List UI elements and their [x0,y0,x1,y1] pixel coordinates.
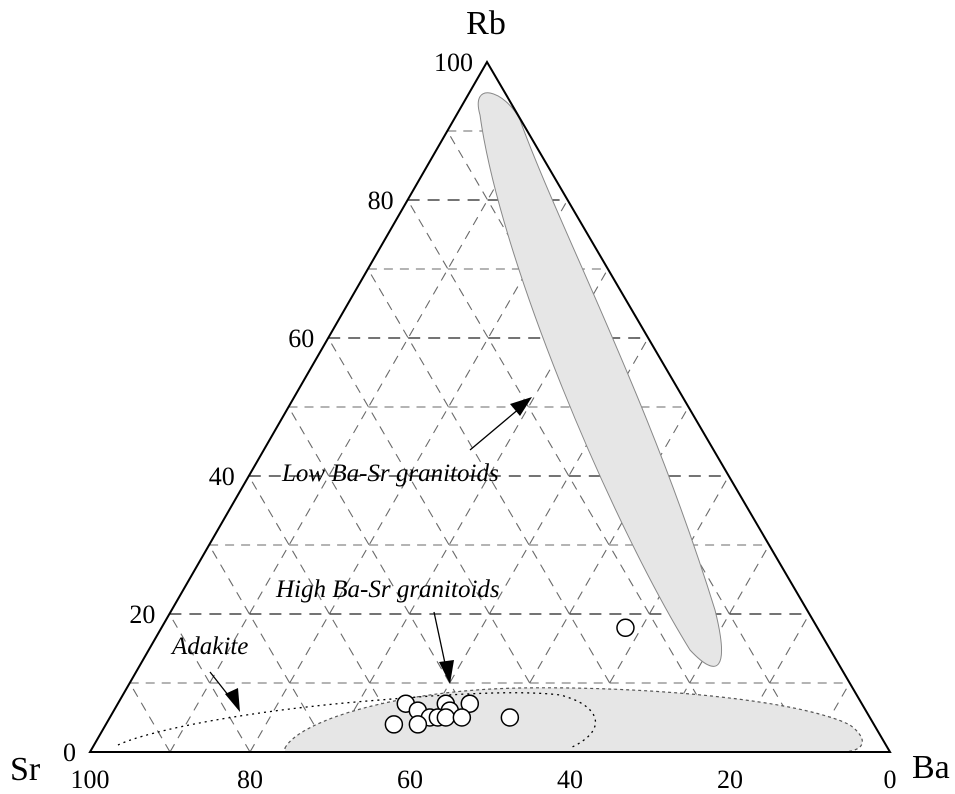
data-point [500,708,520,727]
grid-ba-80 [729,613,810,753]
high-ba-sr-field [284,687,863,753]
rb-tick-label: 40 [209,462,235,491]
triangle-frame [88,60,892,753]
rb-tick-label: 20 [129,600,155,629]
base-tick-label: 40 [557,765,583,794]
data-point [436,708,456,727]
base-tick-label: 20 [717,765,743,794]
data-point [616,618,635,638]
rb-tick-label: 80 [368,186,394,215]
triangle-outline [88,60,892,753]
base-tick-label: 60 [397,765,423,794]
data-point [460,694,480,713]
annotation-low-ba-sr: Low Ba-Sr granitoids [281,460,499,487]
data-point [384,715,404,734]
low-ba-sr-field [477,92,722,667]
base-tick-label: 0 [884,765,897,794]
grid-sr-20 [407,199,731,753]
base-tick-label: 80 [237,765,263,794]
arrow-adakite [209,671,240,712]
annotation-high-ba-sr: High Ba-Sr granitoids [275,576,500,603]
rb-tick-label: 0 [63,738,76,767]
arrow-high-ba-sr [433,611,454,684]
grid-sr-30 [367,268,651,753]
grid-sr-90 [129,682,171,753]
grid-sr-70 [208,544,331,753]
annotation-adakite: Adakite [170,633,248,660]
data-point [408,715,428,734]
rb-tick-label: 100 [434,48,473,77]
grid-sr-80 [168,613,251,753]
data-point [452,708,472,727]
base-tick-label: 100 [71,765,110,794]
axis-label-sr: Sr [10,751,41,788]
axis-label-ba: Ba [912,749,950,786]
arrow-low-ba-sr [469,397,532,451]
grid-ba-20 [249,199,569,753]
rb-tick-label: 60 [288,324,314,353]
adakite-field [117,692,597,749]
data-points [384,618,635,734]
axis-label-rb: Rb [466,5,506,42]
grid-ba-10 [169,130,528,753]
